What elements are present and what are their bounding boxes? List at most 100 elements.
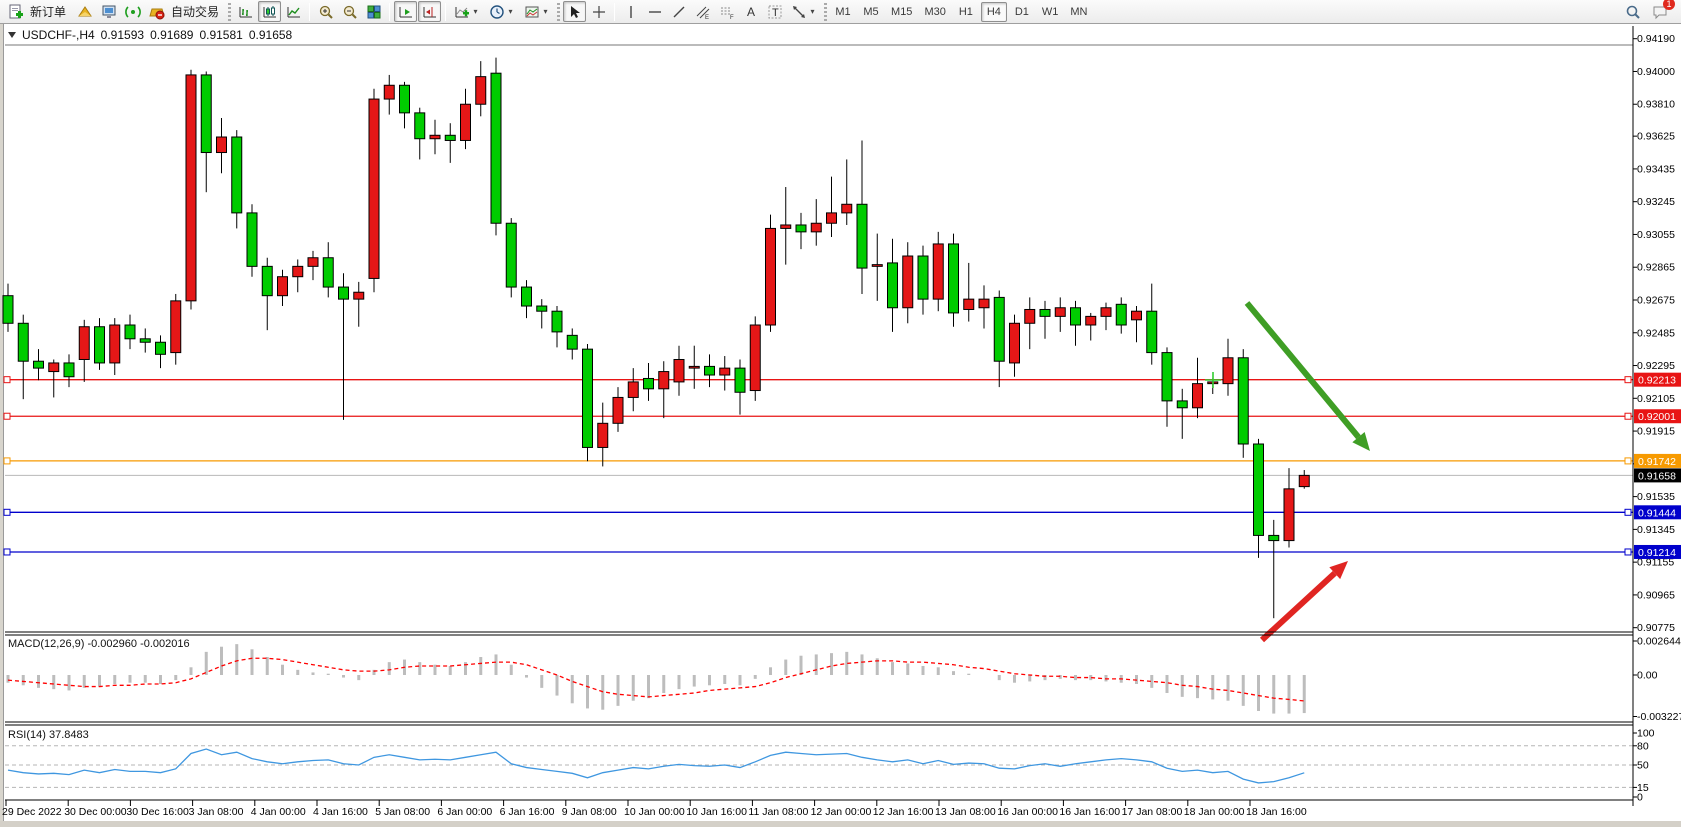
crosshair-tool-button[interactable] bbox=[587, 1, 610, 22]
autotrading-label[interactable]: 自动交易 bbox=[171, 5, 220, 19]
timeframe-H1[interactable]: H1 bbox=[958, 5, 973, 18]
rsi-axis-label[interactable]: 100 bbox=[1637, 728, 1655, 740]
search-button[interactable] bbox=[1621, 1, 1644, 22]
hline-anchor[interactable] bbox=[3, 376, 11, 384]
timeframe-M30[interactable]: M30 bbox=[924, 5, 946, 18]
time-axis-label[interactable]: 6 Jan 16:00 bbox=[500, 806, 555, 818]
hline-anchor[interactable] bbox=[1624, 412, 1632, 420]
hline-anchor[interactable] bbox=[1624, 457, 1632, 465]
time-axis-label[interactable]: 30 Dec 16:00 bbox=[126, 806, 189, 818]
hline-anchor[interactable] bbox=[3, 412, 11, 420]
price-axis-label[interactable]: 0.92675 bbox=[1637, 294, 1675, 306]
price-axis-label[interactable]: 0.91155 bbox=[1637, 557, 1674, 569]
rsi-axis-label[interactable]: 80 bbox=[1637, 740, 1649, 752]
cross-marker[interactable] bbox=[1205, 372, 1221, 388]
hline-anchor[interactable] bbox=[3, 548, 11, 556]
periods-button[interactable]: ▾ bbox=[485, 1, 519, 22]
timeframe-D1[interactable]: D1 bbox=[1014, 5, 1029, 18]
chart-shift-button[interactable] bbox=[418, 1, 442, 22]
channel-tool-button[interactable]: E bbox=[691, 1, 714, 22]
rsi-axis-label[interactable]: 0 bbox=[1637, 792, 1643, 804]
hline-anchor[interactable] bbox=[3, 457, 11, 465]
time-axis-label[interactable]: 17 Jan 08:00 bbox=[1122, 806, 1183, 818]
hline-anchor[interactable] bbox=[1624, 376, 1632, 384]
zoom-out-button[interactable] bbox=[338, 1, 361, 22]
timeframe-M1[interactable]: M1 bbox=[835, 5, 851, 18]
zoom-in-button[interactable] bbox=[314, 1, 337, 22]
macd-axis-label[interactable]: 0.002644 bbox=[1637, 635, 1681, 647]
time-axis-label[interactable]: 5 Jan 08:00 bbox=[375, 806, 430, 818]
time-axis-label[interactable]: 18 Jan 16:00 bbox=[1246, 806, 1307, 818]
text-label-tool-button[interactable]: T bbox=[763, 1, 786, 22]
hline-anchor[interactable] bbox=[3, 508, 11, 516]
tile-windows-button[interactable] bbox=[362, 1, 385, 22]
timeframe-M15[interactable]: M15 bbox=[891, 5, 913, 18]
time-axis-label[interactable]: 16 Jan 16:00 bbox=[1059, 806, 1120, 818]
price-axis-label[interactable]: 0.92865 bbox=[1637, 262, 1675, 274]
vertical-line-tool-button[interactable] bbox=[619, 1, 642, 22]
time-axis-label[interactable]: 10 Jan 16:00 bbox=[686, 806, 747, 818]
hline-anchor[interactable] bbox=[1624, 548, 1632, 556]
macd-axis-label[interactable]: 0.00 bbox=[1637, 670, 1658, 682]
toolbar-drag-handle[interactable] bbox=[557, 2, 561, 21]
candle-chart-mode-button[interactable] bbox=[258, 1, 282, 22]
price-axis-label[interactable]: 0.91915 bbox=[1637, 426, 1675, 438]
price-axis-label[interactable]: 0.91345 bbox=[1637, 524, 1675, 536]
charts-button[interactable] bbox=[73, 1, 96, 22]
trendline-tool-button[interactable] bbox=[667, 1, 690, 22]
time-axis-label[interactable]: 29 Dec 2022 bbox=[2, 806, 62, 818]
one-click-trading-collapse-icon[interactable] bbox=[8, 32, 16, 38]
time-axis-label[interactable]: 11 Jan 08:00 bbox=[748, 806, 808, 818]
time-axis-label[interactable]: 16 Jan 00:00 bbox=[997, 806, 1058, 818]
autotrading-button[interactable] bbox=[145, 1, 168, 22]
chart-canvas[interactable]: 0.94190 0.94000 0.93810 0.93625 0.93435 0.932… bbox=[0, 24, 1681, 827]
rsi-axis-label[interactable]: 15 bbox=[1637, 782, 1649, 794]
time-axis-label[interactable]: 4 Jan 00:00 bbox=[251, 806, 306, 818]
price-axis-label[interactable]: 0.94190 bbox=[1637, 33, 1675, 45]
time-axis-label[interactable]: 6 Jan 00:00 bbox=[437, 806, 492, 818]
hline-anchor[interactable] bbox=[1624, 508, 1632, 516]
time-axis-label[interactable]: 9 Jan 08:00 bbox=[562, 806, 617, 818]
cursor-tool-button[interactable] bbox=[563, 1, 587, 22]
price-axis-label[interactable]: 0.93055 bbox=[1637, 229, 1675, 241]
line-chart-mode-button[interactable] bbox=[282, 1, 305, 22]
time-axis-label[interactable]: 10 Jan 00:00 bbox=[624, 806, 685, 818]
bar-chart-mode-button[interactable] bbox=[234, 1, 257, 22]
price-axis-label[interactable]: 0.93435 bbox=[1637, 163, 1675, 175]
price-axis-label[interactable]: 0.92295 bbox=[1637, 360, 1675, 372]
terminal-button[interactable] bbox=[97, 1, 120, 22]
arrows-tool-button[interactable]: ▾ bbox=[787, 1, 821, 22]
time-axis-label[interactable]: 13 Jan 08:00 bbox=[935, 806, 996, 818]
price-axis-label[interactable]: 0.93245 bbox=[1637, 196, 1675, 208]
price-axis-label[interactable]: 0.92105 bbox=[1637, 393, 1675, 405]
text-tool-button[interactable]: A bbox=[739, 1, 762, 22]
time-axis-label[interactable]: 12 Jan 16:00 bbox=[873, 806, 934, 818]
fibonacci-tool-button[interactable]: F bbox=[715, 1, 738, 22]
timeframe-W1[interactable]: W1 bbox=[1041, 5, 1059, 18]
red-up-arrow-head[interactable] bbox=[1329, 561, 1348, 580]
price-axis-label[interactable]: 0.92485 bbox=[1637, 327, 1675, 339]
time-axis-label[interactable]: 12 Jan 00:00 bbox=[811, 806, 872, 818]
price-axis-label[interactable]: 0.94000 bbox=[1637, 66, 1675, 78]
signals-button[interactable] bbox=[121, 1, 144, 22]
green-down-arrow-head[interactable] bbox=[1352, 432, 1370, 451]
timeframe-M5[interactable]: M5 bbox=[863, 5, 879, 18]
price-axis-label[interactable]: 0.90775 bbox=[1637, 622, 1675, 634]
templates-button[interactable]: ▾ bbox=[520, 1, 554, 22]
time-axis-label[interactable]: 4 Jan 16:00 bbox=[313, 806, 368, 818]
indicators-button[interactable]: ▾ bbox=[450, 1, 484, 22]
red-up-arrow[interactable] bbox=[1259, 570, 1337, 643]
time-axis-label[interactable]: 3 Jan 08:00 bbox=[189, 806, 244, 818]
new-order-button[interactable] bbox=[4, 1, 27, 22]
toolbar-drag-handle[interactable] bbox=[824, 2, 828, 21]
timeframe-MN[interactable]: MN bbox=[1070, 5, 1088, 18]
time-axis-label[interactable]: 18 Jan 00:00 bbox=[1184, 806, 1245, 818]
horizontal-line-tool-button[interactable] bbox=[643, 1, 666, 22]
price-axis-label[interactable]: 0.91535 bbox=[1637, 491, 1675, 503]
timeframe-H4[interactable]: H4 bbox=[980, 1, 1007, 22]
rsi-axis-label[interactable]: 50 bbox=[1637, 760, 1649, 772]
price-axis-label[interactable]: 0.93810 bbox=[1637, 99, 1675, 111]
macd-axis-label[interactable]: -0.003227 bbox=[1637, 711, 1681, 723]
price-axis-label[interactable]: 0.93625 bbox=[1637, 131, 1675, 143]
green-down-arrow[interactable] bbox=[1244, 301, 1361, 440]
